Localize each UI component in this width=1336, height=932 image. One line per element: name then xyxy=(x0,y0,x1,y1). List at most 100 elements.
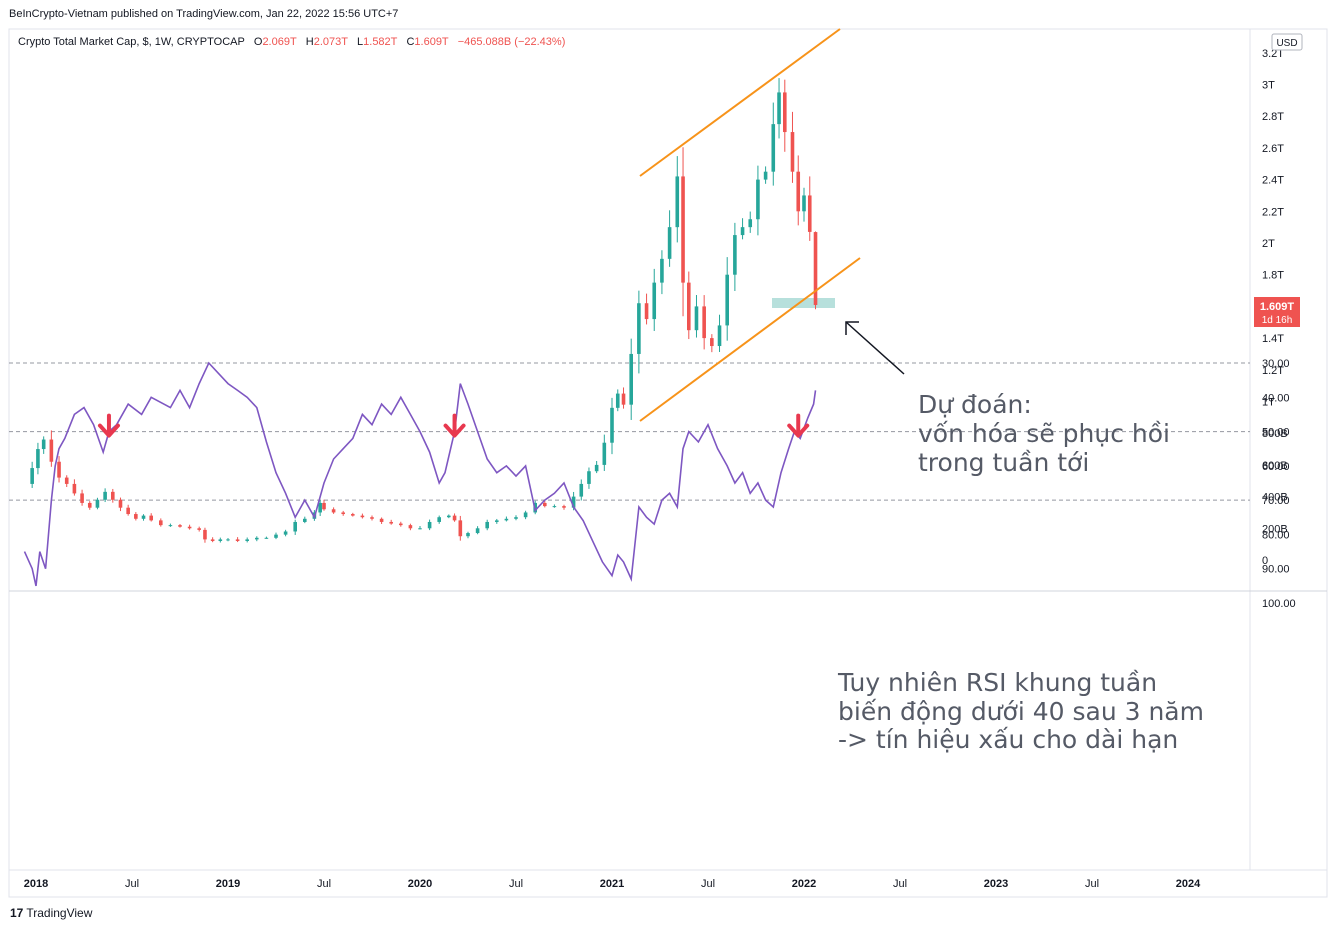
forecast-arrow-shaft xyxy=(845,321,905,375)
open-value: 2.069T xyxy=(262,36,297,48)
signal-arrow-head xyxy=(97,423,120,438)
time-axis[interactable]: 2018 Jul 2019 Jul 2020 Jul 2021 Jul 2022 Jul 2023 J… xyxy=(24,878,1201,890)
time-axis-label: 2021 xyxy=(600,878,624,890)
price-axis-label: 2T xyxy=(1262,238,1275,250)
channel-lower-line xyxy=(639,257,861,422)
time-axis-label: 2019 xyxy=(216,878,240,890)
rsi-axis-label: 60.00 xyxy=(1262,461,1290,473)
candle-body xyxy=(95,499,100,508)
candle-body xyxy=(523,512,528,518)
candle-body xyxy=(594,464,599,472)
support-zone xyxy=(772,298,835,308)
candle-body xyxy=(197,528,201,530)
candle-body xyxy=(418,528,422,530)
low-label: L xyxy=(357,36,364,48)
candle-body xyxy=(740,227,745,236)
candle-body xyxy=(681,176,685,283)
time-axis-label: 2022 xyxy=(792,878,816,890)
price-axis-label: 2.8T xyxy=(1262,111,1284,123)
forecast-line-3: trong tuần tới xyxy=(918,448,1089,477)
candle-body xyxy=(80,493,84,503)
currency-badge-box xyxy=(1271,33,1303,51)
rsi-axis-label: 70.00 xyxy=(1262,495,1290,507)
candle-body xyxy=(687,282,691,331)
candle-body xyxy=(399,523,403,526)
forecast-line-2: vốn hóa sẽ phục hồi xyxy=(918,419,1170,448)
candle-body xyxy=(255,537,259,540)
candle-body xyxy=(562,506,566,508)
candle-body xyxy=(141,515,146,519)
price-axis-label: 1.2T xyxy=(1262,365,1284,377)
time-axis-label: Jul xyxy=(701,878,715,890)
support-zone-box xyxy=(772,298,835,308)
time-axis-label: Jul xyxy=(1085,878,1099,890)
candle-body xyxy=(149,515,153,521)
candle-body xyxy=(475,528,480,534)
candle-body xyxy=(303,518,307,522)
time-axis-label: 2020 xyxy=(408,878,432,890)
candle-body xyxy=(331,509,336,513)
last-price-countdown: 1d 16h xyxy=(1262,315,1293,326)
candle-body xyxy=(660,258,664,283)
candle-body xyxy=(579,483,584,497)
candle-body xyxy=(748,219,753,228)
candle-body xyxy=(771,124,776,172)
candle-body xyxy=(783,92,787,133)
price-axis-label: 2.2T xyxy=(1262,206,1284,218)
price-axis-label: 1T xyxy=(1262,397,1275,409)
rsi-axis-label: 90.00 xyxy=(1262,564,1290,576)
candle-body xyxy=(351,514,355,516)
candle-body xyxy=(756,179,760,220)
candle-body xyxy=(218,539,223,541)
candle-body xyxy=(203,529,207,540)
candle-body xyxy=(322,502,326,510)
candle-body xyxy=(30,468,34,484)
time-axis-label: 2024 xyxy=(1176,878,1201,890)
candle-body xyxy=(341,512,345,515)
symbol-legend: Crypto Total Market Cap, $, 1W, CRYPTOCA… xyxy=(18,36,565,48)
price-axis-label: 2.4T xyxy=(1262,175,1284,187)
rsi-note-line-2: biến động dưới 40 sau 3 năm xyxy=(838,697,1204,726)
rsi-axis-label: 40.00 xyxy=(1262,392,1290,404)
candle-body xyxy=(318,502,322,513)
high-label: H xyxy=(305,36,314,48)
tradingview-brand: TradingView xyxy=(26,906,93,920)
candle-body xyxy=(725,274,729,326)
channel-upper-line xyxy=(639,28,841,177)
signal-arrows xyxy=(97,413,810,438)
currency-badge[interactable]: USD xyxy=(1271,33,1303,51)
candle-body xyxy=(621,393,626,405)
candle-body xyxy=(813,232,818,305)
time-axis-label: 2023 xyxy=(984,878,1008,890)
rsi-axis[interactable]: 30.00 40.00 50.00 60.00 70.00 80.00 90.00 100.0… xyxy=(1262,358,1296,610)
time-axis-label: Jul xyxy=(125,878,139,890)
signal-arrow-head xyxy=(443,423,466,438)
candle-body xyxy=(274,534,278,538)
candle-body xyxy=(41,439,46,450)
rsi-axis-label: 50.00 xyxy=(1262,427,1290,439)
candle-body xyxy=(796,171,801,212)
rsi-axis-label: 100.00 xyxy=(1262,598,1296,610)
last-price-badge-box xyxy=(1254,297,1300,327)
footer-branding[interactable]: 17 TradingView xyxy=(10,906,92,920)
candle-body xyxy=(118,499,123,508)
candle-body xyxy=(452,515,457,521)
candle-body xyxy=(652,282,657,320)
candle-body xyxy=(235,539,240,541)
change-value: −465.088B (−22.43%) xyxy=(457,36,566,48)
candle-body xyxy=(514,517,518,519)
low-value: 1.582T xyxy=(363,36,398,48)
high-value: 2.073T xyxy=(313,36,348,48)
candle-body xyxy=(447,515,451,518)
close-label: C xyxy=(406,36,415,48)
tradingview-logo-icon: 17 xyxy=(10,906,24,920)
candle-body xyxy=(458,520,463,537)
candle-body xyxy=(807,195,812,232)
candle-body xyxy=(389,521,393,524)
candle-body xyxy=(226,539,230,541)
candle-body xyxy=(587,471,591,484)
candle-body xyxy=(675,176,680,228)
symbol-title[interactable]: Crypto Total Market Cap, $, 1W, CRYPTOCA… xyxy=(18,36,245,48)
time-axis-label: Jul xyxy=(317,878,331,890)
